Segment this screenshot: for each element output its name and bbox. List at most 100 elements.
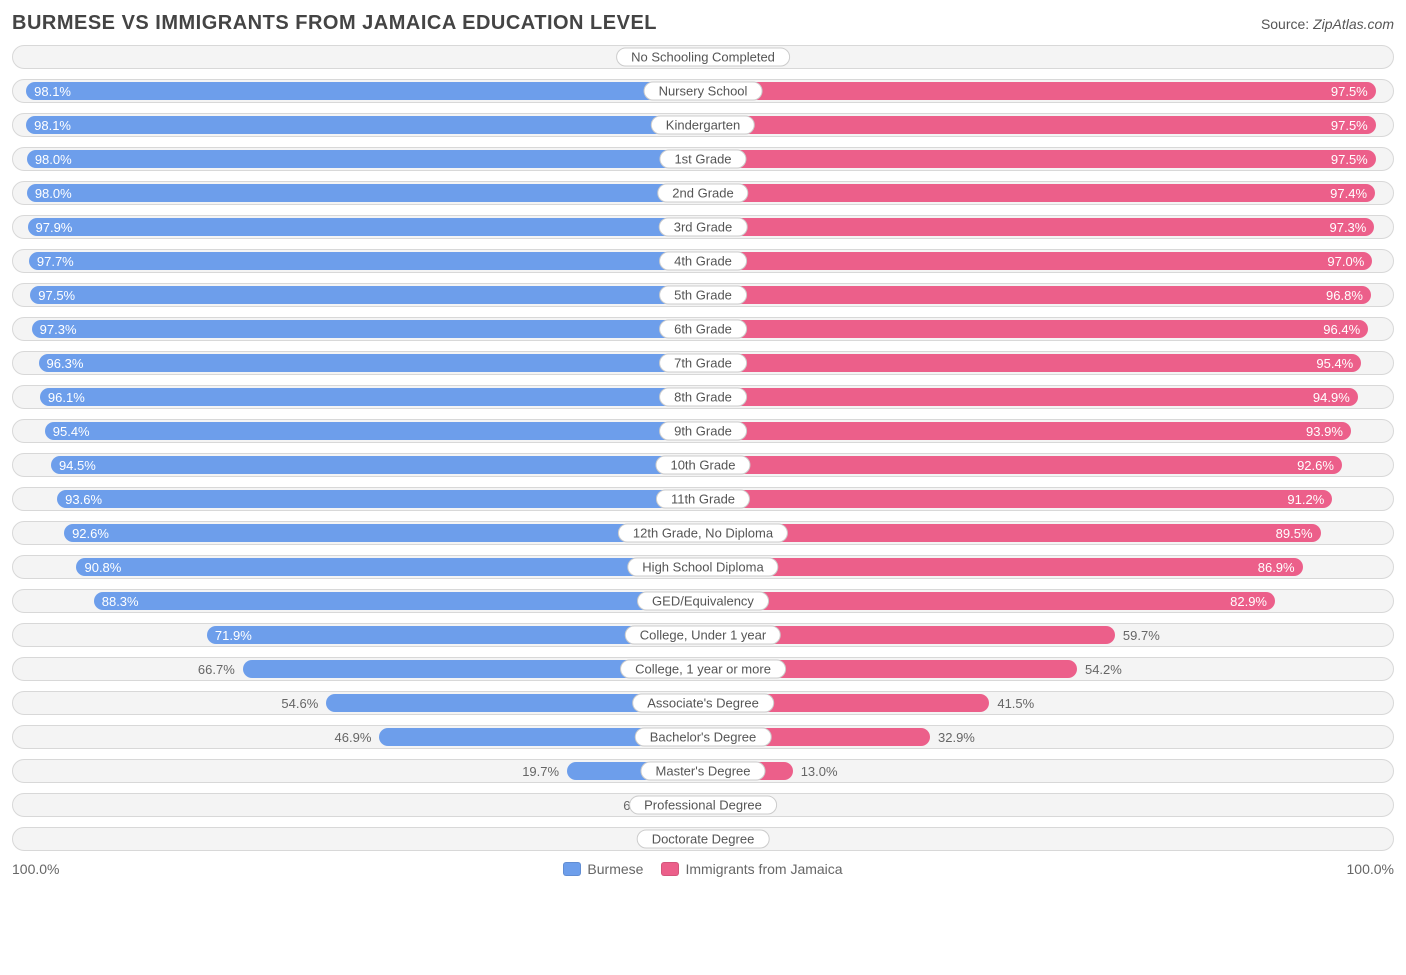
category-label: 6th Grade — [659, 320, 747, 339]
chart-row: 1.9%2.5%No Schooling Completed — [12, 45, 1394, 69]
bar-left: 96.3% — [39, 354, 703, 372]
category-label: 10th Grade — [655, 456, 750, 475]
chart-row: 94.5% 92.6% 10th Grade — [12, 453, 1394, 477]
pct-right: 97.3% — [1329, 218, 1366, 236]
category-label: 11th Grade — [656, 490, 750, 509]
category-label: 8th Grade — [659, 388, 747, 407]
pct-left: 92.6% — [72, 524, 109, 542]
chart-title: BURMESE VS IMMIGRANTS FROM JAMAICA EDUCA… — [12, 12, 657, 35]
category-label: 5th Grade — [659, 286, 747, 305]
pct-left: 96.3% — [47, 354, 84, 372]
chart-row: 46.9%32.9%Bachelor's Degree — [12, 725, 1394, 749]
chart-row: 97.5%96.8%5th Grade — [12, 283, 1394, 307]
pct-left: 94.5% — [59, 456, 96, 474]
bar-left: 93.6% — [57, 490, 703, 508]
chart-row: 97.9% 97.3% 3rd Grade — [12, 215, 1394, 239]
pct-right: 92.6% — [1297, 456, 1334, 474]
category-label: College, 1 year or more — [620, 660, 786, 679]
chart-row: 97.3% 96.4% 6th Grade — [12, 317, 1394, 341]
bar-right: 97.3% — [703, 218, 1374, 236]
category-label: GED/Equivalency — [637, 592, 769, 611]
category-label: College, Under 1 year — [625, 626, 781, 645]
bar-right: 97.5% — [703, 150, 1376, 168]
pct-right: 82.9% — [1230, 592, 1267, 610]
pct-right: 32.9% — [938, 726, 975, 748]
category-label: Associate's Degree — [632, 694, 774, 713]
bar-left: 97.7% — [29, 252, 703, 270]
chart-footer: 100.0% Burmese Immigrants from Jamaica 1… — [12, 861, 1394, 877]
pct-right: 94.9% — [1313, 388, 1350, 406]
bar-right: 94.9% — [703, 388, 1358, 406]
legend-swatch-right — [661, 862, 679, 876]
pct-left: 90.8% — [84, 558, 121, 576]
category-label: No Schooling Completed — [616, 48, 790, 67]
chart-row: 98.0%97.4%2nd Grade — [12, 181, 1394, 205]
category-label: 9th Grade — [659, 422, 747, 441]
pct-left: 95.4% — [53, 422, 90, 440]
category-label: 12th Grade, No Diploma — [618, 524, 788, 543]
pct-right: 54.2% — [1085, 658, 1122, 680]
chart-row: 93.6% 91.2% 11th Grade — [12, 487, 1394, 511]
bar-right: 82.9% — [703, 592, 1275, 610]
legend-swatch-left — [563, 862, 581, 876]
legend-label-left: Burmese — [587, 861, 643, 877]
source-label: Source: — [1261, 16, 1309, 32]
legend-item-right: Immigrants from Jamaica — [661, 861, 842, 877]
axis-left-max: 100.0% — [12, 861, 59, 877]
pct-right: 97.4% — [1330, 184, 1367, 202]
chart-row: 2.6%1.4%Doctorate Degree — [12, 827, 1394, 851]
pct-left: 98.1% — [34, 82, 71, 100]
legend: Burmese Immigrants from Jamaica — [59, 861, 1346, 877]
bar-right: 89.5% — [703, 524, 1321, 542]
legend-label-right: Immigrants from Jamaica — [685, 861, 842, 877]
pct-left: 93.6% — [65, 490, 102, 508]
bar-right: 93.9% — [703, 422, 1351, 440]
category-label: Doctorate Degree — [637, 830, 770, 849]
chart-row: 66.7% 54.2% College, 1 year or more — [12, 657, 1394, 681]
bar-right: 92.6% — [703, 456, 1342, 474]
pct-right: 91.2% — [1287, 490, 1324, 508]
pct-left: 96.1% — [48, 388, 85, 406]
bar-right: 91.2% — [703, 490, 1332, 508]
category-label: 3rd Grade — [659, 218, 748, 237]
pct-right: 13.0% — [801, 760, 838, 782]
bar-right: 97.0% — [703, 252, 1372, 270]
chart-row: 6.1%3.6%Professional Degree — [12, 793, 1394, 817]
category-label: Master's Degree — [641, 762, 766, 781]
category-label: Bachelor's Degree — [635, 728, 772, 747]
bar-left: 90.8% — [76, 558, 703, 576]
pct-left: 66.7% — [198, 658, 235, 680]
category-label: Professional Degree — [629, 796, 777, 815]
chart-row: 98.1% 97.5% Kindergarten — [12, 113, 1394, 137]
category-label: Nursery School — [644, 82, 763, 101]
pct-right: 97.5% — [1331, 82, 1368, 100]
bar-left: 98.1% — [26, 82, 703, 100]
chart-row: 90.8% 86.9%High School Diploma — [12, 555, 1394, 579]
pct-left: 19.7% — [522, 760, 559, 782]
pct-right: 93.9% — [1306, 422, 1343, 440]
pct-left: 97.7% — [37, 252, 74, 270]
pct-left: 97.9% — [36, 218, 73, 236]
axis-right-max: 100.0% — [1347, 861, 1394, 877]
bar-left: 98.1% — [26, 116, 703, 134]
category-label: Kindergarten — [651, 116, 755, 135]
bar-left: 94.5% — [51, 456, 703, 474]
category-label: High School Diploma — [627, 558, 778, 577]
source-value: ZipAtlas.com — [1313, 16, 1394, 32]
bar-left: 97.3% — [32, 320, 703, 338]
pct-right: 59.7% — [1123, 624, 1160, 646]
category-label: 2nd Grade — [657, 184, 748, 203]
chart-row: 19.7% 13.0% Master's Degree — [12, 759, 1394, 783]
chart-row: 95.4% 93.9% 9th Grade — [12, 419, 1394, 443]
bar-right: 96.8% — [703, 286, 1371, 304]
diverging-bar-chart: 1.9%2.5%No Schooling Completed98.1%97.5%… — [12, 45, 1394, 851]
bar-right: 97.5% — [703, 82, 1376, 100]
pct-right: 97.5% — [1331, 116, 1368, 134]
pct-right: 96.4% — [1323, 320, 1360, 338]
bar-left: 97.9% — [28, 218, 704, 236]
chart-row: 71.9% 59.7% College, Under 1 year — [12, 623, 1394, 647]
chart-row: 92.6% 89.5%12th Grade, No Diploma — [12, 521, 1394, 545]
pct-left: 71.9% — [215, 626, 252, 644]
bar-right: 86.9% — [703, 558, 1303, 576]
pct-left: 54.6% — [281, 692, 318, 714]
